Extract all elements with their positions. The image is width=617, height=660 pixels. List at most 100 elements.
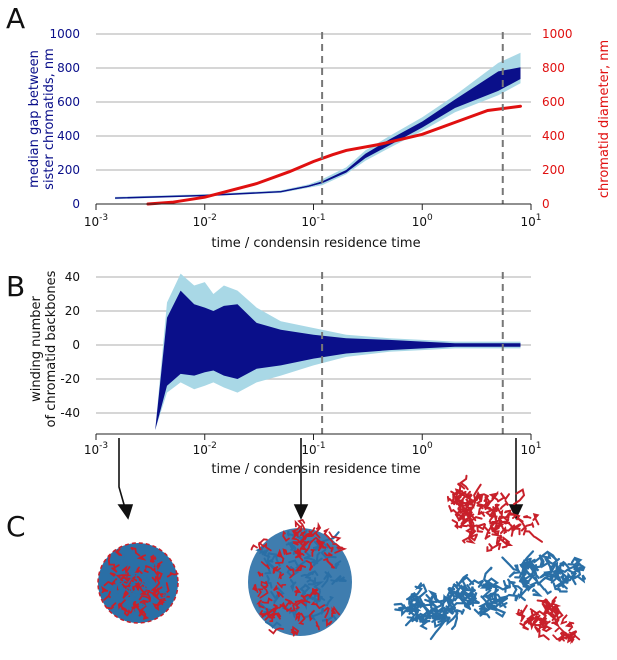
chromatin-fiber — [545, 602, 562, 610]
gap-light-band — [115, 52, 521, 200]
chromatin-fiber — [153, 562, 158, 569]
chromatin-fiber — [482, 566, 493, 586]
chromatin-fiber — [129, 584, 136, 594]
y-tick-label-right: 400 — [542, 129, 565, 143]
panel-a-x-label: time / condensin residence time — [211, 236, 420, 251]
chromatin-fiber — [532, 588, 543, 597]
snapshot-2-fibers — [250, 518, 348, 637]
chromatin-fiber — [156, 561, 163, 571]
chromatin-fiber — [136, 577, 142, 584]
chromatin-fiber — [500, 524, 517, 532]
chromatin-fiber — [532, 513, 540, 526]
panel-letter-a: A — [6, 2, 25, 35]
chromatin-fiber — [568, 621, 575, 632]
chromatin-fiber — [563, 571, 573, 584]
chromatin-fiber — [306, 578, 317, 586]
chromatin-fiber — [427, 599, 438, 617]
x-tick-label: 100 — [412, 213, 433, 229]
chromatin-fiber — [126, 575, 135, 586]
chromatin-fiber — [134, 581, 143, 590]
chromatin-fiber — [140, 608, 150, 621]
chromatin-fiber — [491, 604, 507, 618]
chromatin-fiber — [138, 601, 146, 613]
chromatin-fiber — [529, 608, 550, 616]
winding-dark-band — [155, 290, 521, 430]
chromatin-fiber — [315, 621, 320, 631]
chromatin-fiber — [276, 581, 287, 589]
chromatin-fiber — [411, 599, 422, 612]
chromatin-fiber — [507, 593, 526, 602]
chromatin-fiber — [133, 571, 141, 579]
chromatin-fiber — [523, 515, 532, 519]
x-tick-label: 100 — [412, 441, 433, 457]
chromatin-fiber — [454, 488, 464, 496]
chromatin-fiber — [520, 580, 530, 588]
chromatin-fiber — [275, 553, 285, 564]
chromatin-fiber — [534, 622, 546, 634]
chromatin-fiber — [166, 571, 179, 578]
y-tick-label-right: 1000 — [542, 27, 573, 41]
chromatin-fiber — [139, 599, 149, 608]
chromatin-fiber — [519, 604, 528, 616]
chromatin-fiber — [455, 590, 466, 600]
chromatin-fiber — [276, 548, 283, 558]
chromatin-fiber — [310, 549, 316, 557]
chromatin-fiber — [460, 498, 473, 507]
chromatin-fiber — [282, 530, 290, 542]
chromatin-fiber — [314, 551, 321, 565]
chromatin-fiber — [433, 616, 448, 629]
chromatin-fiber — [291, 529, 299, 541]
chromatin-fiber — [292, 519, 302, 532]
chromatin-fiber — [106, 602, 117, 610]
chromatin-fiber — [265, 607, 273, 616]
chromatin-fiber — [129, 601, 134, 607]
snapshot-3-separated-chromatids — [393, 474, 586, 645]
chromatin-fiber — [107, 554, 116, 570]
chromatin-fiber — [536, 599, 551, 605]
panel-a-x-ticks: 10-3 10-2 10-1 100 101 — [84, 204, 542, 229]
chromatin-fiber — [258, 541, 272, 552]
panel-a-gridlines — [96, 33, 531, 171]
chromatin-fiber — [250, 544, 258, 551]
chromatin-fiber — [256, 599, 265, 609]
chromatin-fiber — [484, 531, 491, 540]
y-tick-label-right: 0 — [542, 197, 550, 211]
chromatin-fiber — [497, 492, 510, 503]
chromatin-fiber — [283, 607, 292, 613]
chromatin-fiber — [542, 552, 558, 561]
chromatin-fiber — [430, 593, 452, 603]
chromatin-fiber — [521, 559, 527, 576]
chromatin-fiber — [323, 552, 333, 557]
chromatin-fiber — [456, 586, 465, 605]
chromatin-fiber — [109, 572, 116, 577]
chromatin-fiber — [446, 587, 455, 605]
chromatin-fiber — [257, 538, 268, 551]
chromatin-fiber — [273, 585, 278, 592]
y-tick-label: 20 — [65, 304, 80, 318]
y-tick-label-left: 600 — [57, 95, 80, 109]
chromatin-fiber — [305, 560, 314, 571]
chromatin-fiber — [116, 583, 122, 595]
chromatin-fiber — [143, 564, 155, 573]
chromatin-fiber — [300, 594, 311, 604]
chromatin-fiber — [476, 523, 486, 533]
chromatin-fiber — [289, 579, 297, 593]
chromatin-fiber — [287, 541, 297, 555]
chromatin-fiber — [543, 557, 560, 574]
chromatin-fiber — [450, 490, 458, 505]
chromatin-fiber — [122, 590, 130, 599]
chromatin-fiber — [330, 574, 342, 585]
chromatin-fiber — [307, 527, 316, 537]
chromatin-fiber — [291, 625, 300, 636]
chromatin-fiber — [501, 536, 511, 549]
chromatin-fiber — [547, 611, 555, 619]
chromatin-fiber — [513, 488, 526, 506]
chromatin-fiber — [473, 605, 486, 616]
chromatin-fiber — [261, 597, 273, 604]
chromatin-fiber — [510, 523, 522, 536]
chromatin-fiber — [502, 580, 511, 593]
chromatin-fiber — [508, 564, 522, 579]
chromatin-fiber — [278, 601, 286, 609]
chromatin-fiber — [315, 521, 322, 534]
